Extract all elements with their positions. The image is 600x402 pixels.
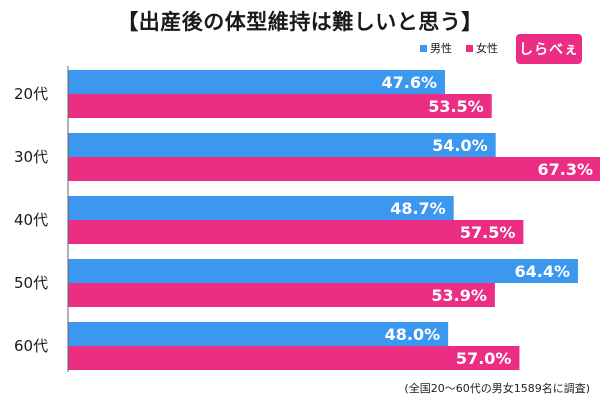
bar-male	[68, 70, 445, 94]
value-label-female: 67.3%	[538, 160, 594, 179]
category-label: 50代	[14, 274, 48, 292]
value-label-female: 57.5%	[460, 223, 516, 242]
value-label-male: 48.7%	[390, 199, 446, 218]
bar-female	[68, 283, 495, 307]
bar-male	[68, 133, 496, 157]
value-label-female: 53.9%	[431, 286, 487, 305]
legend-swatch-female	[466, 44, 473, 52]
legend-item-female: 女性	[466, 40, 498, 56]
category-label: 60代	[14, 337, 48, 355]
legend-swatch-male	[420, 44, 427, 52]
bar-male	[68, 322, 449, 346]
bar-female	[68, 94, 492, 118]
value-label-female: 57.0%	[456, 349, 512, 368]
legend-label-male: 男性	[430, 42, 452, 55]
category-label: 30代	[14, 148, 48, 166]
bar-male	[68, 259, 579, 283]
footnote: (全国20～60代の男女1589名に調査)	[404, 382, 590, 395]
category-label: 20代	[14, 85, 48, 103]
legend-label-female: 女性	[476, 42, 498, 55]
bar-male	[68, 196, 454, 220]
value-label-male: 54.0%	[432, 136, 488, 155]
value-label-male: 64.4%	[515, 262, 571, 281]
brand-logo: しらべぇ	[516, 34, 582, 64]
legend: 男性 女性	[420, 40, 498, 56]
bar-female	[68, 157, 600, 181]
value-label-male: 47.6%	[381, 73, 437, 92]
value-label-male: 48.0%	[385, 325, 441, 344]
value-label-female: 53.5%	[428, 97, 484, 116]
chart-title: 【出産後の体型維持は難しいと思う】	[117, 10, 483, 34]
legend-item-male: 男性	[420, 40, 452, 56]
category-label: 40代	[14, 211, 48, 229]
brand-logo-text: しらべぇ	[519, 42, 579, 58]
bar-female	[68, 346, 520, 370]
bar-female	[68, 220, 524, 244]
